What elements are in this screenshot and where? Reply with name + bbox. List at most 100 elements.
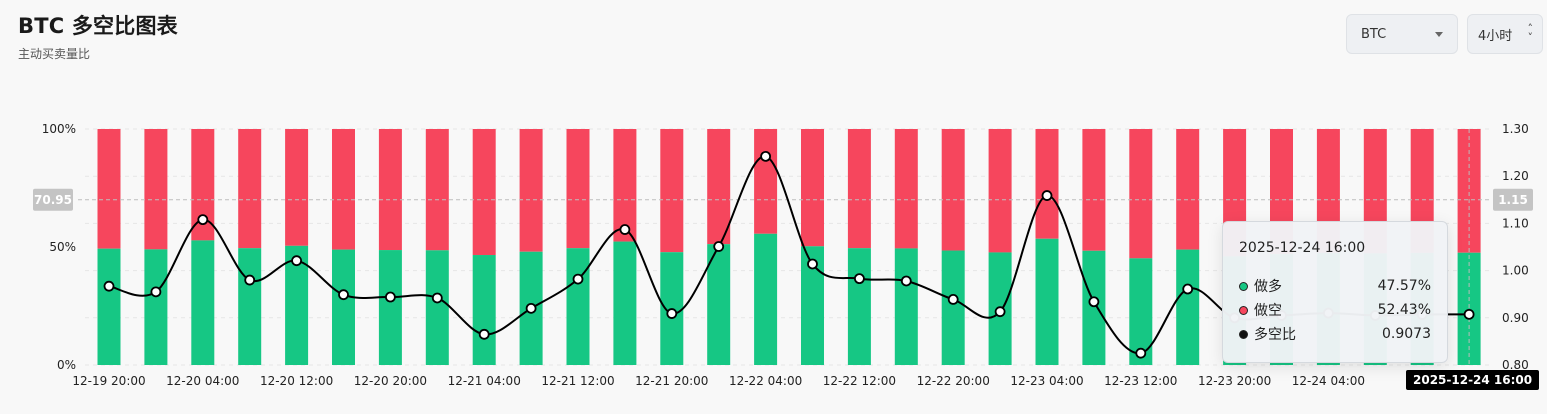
ratio-point (244, 274, 256, 286)
right-axis-tick-label: 0.90 (1502, 311, 1529, 325)
short-bar (519, 129, 543, 252)
x-axis-tick-label: 12-20 20:00 (354, 374, 427, 388)
x-axis-tick-label: 12-23 04:00 (1010, 374, 1083, 388)
symbol-select[interactable]: BTC (1346, 14, 1458, 54)
tooltip-row-long: 做多 47.57% (1239, 274, 1431, 298)
tooltip-time: 2025-12-24 16:00 (1239, 240, 1366, 256)
long-bar (801, 246, 824, 365)
ratio-point (666, 308, 678, 319)
short-bar (801, 129, 824, 247)
short-bar (1176, 129, 1200, 250)
symbol-select-value: BTC (1361, 26, 1387, 42)
x-axis-tick-label: 12-23 12:00 (1104, 374, 1177, 388)
short-bar (97, 129, 121, 249)
long-bar (847, 248, 871, 365)
ratio-point (291, 255, 303, 267)
crosshair-right-tag (1493, 188, 1533, 211)
x-axis-tick-label: 12-24 04:00 (1292, 374, 1365, 388)
tooltip-ratio-label: 多空比 (1254, 327, 1296, 343)
x-axis-tick-label: 12-21 20:00 (635, 374, 708, 388)
tooltip-short-value: 52.43% (1377, 302, 1431, 318)
short-bar (472, 129, 496, 256)
short-bar (894, 129, 918, 249)
short-bar (378, 129, 402, 251)
short-bar (941, 129, 965, 251)
ratio-point (384, 291, 396, 303)
page-subtitle: 主动买卖量比 (18, 47, 91, 61)
short-bar (191, 129, 215, 241)
x-axis-tick-label: 12-23 20:00 (1198, 374, 1271, 388)
short-bar (1082, 129, 1106, 251)
ratio-point (478, 328, 490, 340)
right-axis-tick-label: 1.30 (1502, 122, 1529, 136)
left-axis-tick-label: 50% (49, 240, 76, 254)
tooltip-short-label: 做空 (1254, 303, 1282, 319)
ratio-point (947, 293, 959, 305)
ratio-point (807, 258, 818, 270)
long-bar (332, 249, 355, 365)
tooltip-long-label: 做多 (1254, 279, 1282, 295)
page-title: BTC 多空比图表 (18, 14, 178, 38)
sort-updown-icon: ˄ ˅ (1527, 22, 1534, 44)
crosshair-x-label: 2025-12-24 16:00 (1406, 370, 1540, 390)
ratio-point (900, 275, 912, 287)
long-bar (941, 250, 965, 365)
crosshair-right-value: 1.15 (1498, 193, 1528, 207)
left-axis-tick-label: 0% (57, 358, 76, 372)
ratio-point (150, 286, 162, 298)
long-bar (144, 249, 168, 365)
short-bar (238, 129, 262, 249)
long-bar (1035, 238, 1059, 365)
long-bar (1176, 249, 1200, 365)
short-bar (144, 129, 168, 250)
long-bar (754, 233, 778, 365)
ratio-point (619, 224, 631, 235)
long-bar (566, 248, 590, 365)
right-axis-tick-label: 0.80 (1502, 358, 1529, 372)
long-bar (472, 255, 496, 365)
left-axis-tick-label: 100% (42, 122, 76, 136)
ratio-point (1088, 296, 1100, 308)
ratio-point (525, 302, 537, 314)
x-axis-tick-label: 12-22 04:00 (729, 374, 802, 388)
long-bar (425, 250, 449, 365)
long-bar (238, 248, 262, 365)
crosshair-left-tag (33, 188, 73, 211)
long-bar (191, 240, 215, 365)
long-bar (707, 244, 731, 365)
short-bar (285, 129, 309, 246)
chart-tooltip: 2025-12-24 16:00 做多 47.57% 做空 52.43% 多空比… (1222, 221, 1448, 363)
ratio-point (572, 273, 584, 285)
right-axis-tick-label: 1.00 (1502, 264, 1529, 278)
short-bar (660, 129, 684, 253)
short-dot-icon (1239, 305, 1248, 315)
x-axis-tick-label: 12-21 04:00 (448, 374, 521, 388)
short-bar (1457, 129, 1481, 253)
short-bar (566, 129, 590, 249)
crosshair: 70.95 1.15 (33, 129, 1533, 365)
x-axis-tick-label: 12-20 12:00 (260, 374, 333, 388)
tooltip-row-ratio: 多空比 0.9073 (1239, 322, 1431, 346)
long-bar (378, 250, 402, 365)
ratio-point (1463, 308, 1475, 320)
ratio-point (1135, 347, 1147, 359)
ratio-point (713, 241, 725, 252)
ratio-series (103, 150, 1475, 359)
x-axis-tick-label: 12-21 12:00 (541, 374, 614, 388)
interval-select[interactable]: 4小时 ˄ ˅ (1467, 14, 1543, 54)
long-bar (613, 241, 637, 365)
short-bar (332, 129, 355, 250)
x-axis-tick-label: 12-22 20:00 (917, 374, 990, 388)
ratio-dot-icon (1239, 329, 1248, 339)
x-axis-tick-label: 12-19 20:00 (72, 374, 145, 388)
ratio-point (760, 150, 771, 162)
ratio-point (1041, 190, 1053, 201)
ratio-point (1182, 283, 1194, 295)
short-bar (1129, 129, 1153, 259)
x-axis-tick-label: 12-22 12:00 (823, 374, 896, 388)
right-axis-tick-label: 1.20 (1502, 169, 1529, 183)
chevron-down-icon (1435, 32, 1443, 37)
chart-axes: 100% 50% 0% 1.30 1.20 1.10 1.00 0.90 0.80 12-19 2… (42, 122, 1529, 388)
right-axis-tick-label: 1.10 (1502, 216, 1529, 230)
short-bar (1035, 129, 1059, 239)
